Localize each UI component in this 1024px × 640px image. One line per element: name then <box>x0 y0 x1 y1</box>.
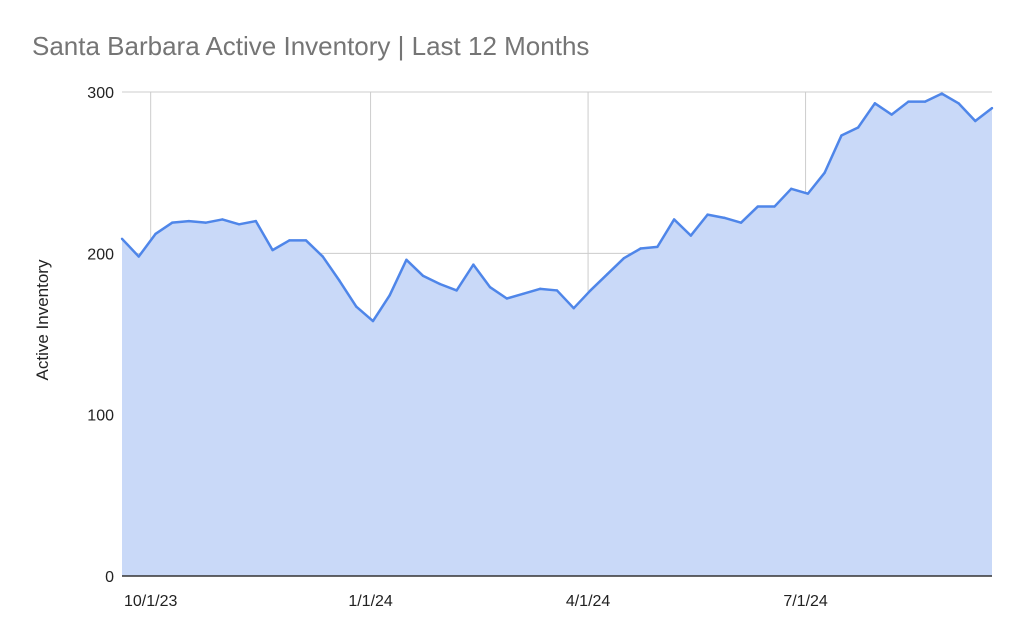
data-point <box>990 106 994 110</box>
data-point <box>890 113 893 116</box>
data-point <box>689 234 693 237</box>
x-tick-label: 1/1/24 <box>348 593 393 610</box>
data-point <box>120 237 124 241</box>
data-point <box>706 213 709 216</box>
data-point <box>856 126 860 129</box>
data-point <box>957 102 960 105</box>
data-point <box>154 232 157 236</box>
data-point <box>271 248 274 252</box>
data-point <box>756 205 759 208</box>
data-point <box>254 219 258 223</box>
y-tick-label: 300 <box>87 85 114 102</box>
data-point <box>221 218 224 221</box>
data-point <box>723 216 726 220</box>
data-point <box>288 239 291 242</box>
data-point <box>773 205 776 208</box>
data-point <box>589 289 592 292</box>
data-point <box>237 223 241 226</box>
data-point <box>873 102 877 105</box>
data-point <box>539 287 542 291</box>
x-tick-label: 7/1/24 <box>783 593 828 610</box>
data-point <box>405 258 408 261</box>
y-tick-labels: 0 100 200 300 <box>87 85 114 586</box>
data-point <box>137 255 140 258</box>
y-tick-label: 0 <box>105 569 114 586</box>
data-point <box>371 319 375 323</box>
x-tick-label: 4/1/24 <box>566 593 611 610</box>
x-tick-labels: 10/1/23 1/1/24 4/1/24 7/1/24 <box>124 593 828 610</box>
data-point <box>421 274 425 278</box>
data-point <box>187 219 191 223</box>
data-point <box>321 255 324 258</box>
data-point <box>170 221 174 224</box>
data-point <box>522 292 525 295</box>
data-point <box>656 245 659 249</box>
chart-title: Santa Barbara Active Inventory | Last 12… <box>32 31 589 61</box>
data-point <box>472 263 475 266</box>
data-point <box>672 218 676 221</box>
data-point <box>555 289 559 292</box>
data-point <box>639 247 642 250</box>
data-point <box>338 279 341 282</box>
data-point <box>840 134 843 137</box>
x-tick-label: 10/1/23 <box>124 593 177 610</box>
data-point <box>790 187 793 190</box>
data-point <box>923 100 927 103</box>
data-point <box>438 282 442 286</box>
data-point <box>622 256 626 260</box>
data-point <box>974 119 977 123</box>
data-point <box>455 289 458 292</box>
y-axis-label: Active Inventory <box>33 259 52 380</box>
data-point <box>388 294 391 297</box>
y-tick-label: 100 <box>87 408 114 425</box>
data-point <box>488 286 492 289</box>
data-point <box>304 239 308 242</box>
data-point <box>605 273 609 276</box>
data-point <box>355 305 358 308</box>
data-point <box>204 221 207 224</box>
data-point <box>907 100 910 103</box>
data-point <box>739 221 743 224</box>
y-tick-label: 200 <box>87 246 114 263</box>
area-layer <box>120 92 994 577</box>
data-point <box>940 92 944 95</box>
data-point <box>505 297 509 300</box>
data-point <box>823 171 826 174</box>
data-point <box>806 192 810 195</box>
area-fill <box>122 93 992 577</box>
data-point <box>572 306 575 310</box>
